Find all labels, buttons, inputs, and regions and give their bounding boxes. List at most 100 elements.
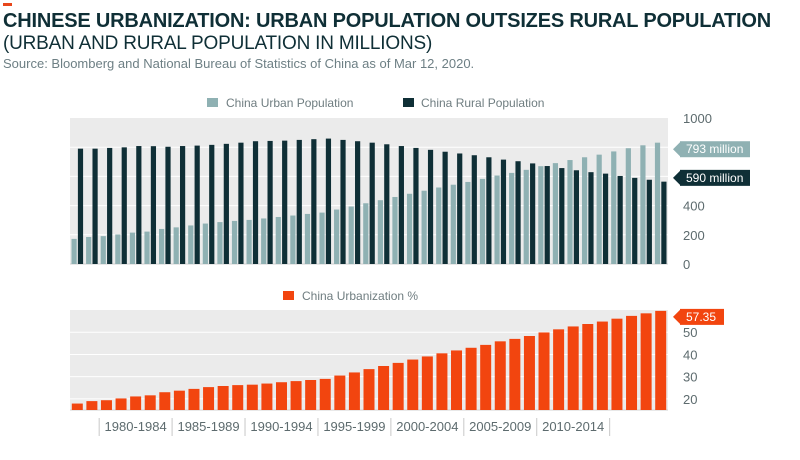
legend-label-rural: China Rural Population bbox=[421, 96, 544, 110]
urbanization-bar bbox=[275, 382, 287, 410]
legend-swatch-urban bbox=[207, 98, 218, 107]
rural-bar bbox=[457, 153, 463, 264]
urban-bar bbox=[625, 148, 631, 264]
urbanization-bar bbox=[378, 366, 390, 410]
urbanization-bar bbox=[611, 318, 623, 410]
source-note: Source: Bloomberg and National Bureau of… bbox=[3, 56, 475, 71]
chart-title: CHINESE URBANIZATION: URBAN POPULATION O… bbox=[3, 10, 771, 32]
urbanization-bar bbox=[640, 313, 652, 410]
urban-bar bbox=[377, 200, 383, 264]
rural-bar bbox=[369, 142, 375, 264]
rural-callout-pointer bbox=[673, 170, 680, 185]
x-axis-period-label: 1995-1999 bbox=[323, 419, 385, 434]
population-y-tick: 200 bbox=[683, 228, 705, 243]
urbanization-bar bbox=[319, 378, 331, 410]
urbanization-bar bbox=[261, 383, 273, 410]
rural-bar bbox=[179, 146, 186, 264]
urban-bar bbox=[640, 145, 646, 264]
urban-bar bbox=[202, 223, 208, 264]
urbanization-bar bbox=[86, 401, 98, 410]
urban-callout-label: 793 million bbox=[686, 142, 743, 156]
urban-bar bbox=[450, 184, 456, 264]
urban-bar bbox=[552, 163, 559, 264]
urbanization-bar bbox=[538, 332, 550, 410]
rural-bar bbox=[267, 140, 273, 264]
urbanization-bar bbox=[232, 385, 244, 410]
urbanization-bar bbox=[626, 315, 638, 410]
rural-bar bbox=[121, 147, 127, 264]
urban-bar bbox=[100, 236, 106, 264]
rural-bar bbox=[500, 159, 507, 264]
urbanization-bar bbox=[100, 400, 112, 410]
urbanization-callout-label: 57.35 bbox=[686, 310, 716, 324]
urbanization-bar bbox=[363, 369, 375, 410]
population-y-tick: 1000 bbox=[683, 111, 712, 126]
urban-bar bbox=[159, 228, 165, 264]
urbanization-bar bbox=[173, 390, 185, 410]
urbanization-bar bbox=[188, 388, 200, 410]
urban-callout-box bbox=[680, 141, 750, 158]
rural-bar bbox=[223, 143, 229, 264]
rural-bar bbox=[107, 147, 113, 264]
rural-bar bbox=[209, 144, 215, 264]
rural-bar bbox=[150, 146, 157, 264]
rural-bar bbox=[544, 166, 550, 264]
rural-bar bbox=[384, 144, 390, 264]
urban-bar bbox=[436, 187, 442, 264]
urbanization-bar bbox=[596, 321, 608, 410]
rural-bar bbox=[413, 147, 419, 264]
urbanization-bar bbox=[451, 350, 463, 410]
x-axis-period-label: 2000-2004 bbox=[396, 419, 458, 434]
urban-bar bbox=[304, 213, 311, 264]
rural-bar bbox=[136, 146, 142, 264]
legend-swatch-rural bbox=[403, 98, 414, 107]
urbanization-bar bbox=[334, 375, 346, 410]
rural-bar bbox=[573, 170, 579, 264]
urbanization-bar bbox=[290, 381, 302, 410]
urbanization-bar bbox=[217, 386, 229, 410]
urbanization-y-tick: 50 bbox=[683, 325, 697, 340]
x-axis-period-label: 2010-2014 bbox=[542, 419, 604, 434]
urban-bar bbox=[596, 154, 602, 264]
urban-bar bbox=[129, 232, 136, 264]
rural-bar bbox=[194, 145, 200, 264]
urban-bar bbox=[334, 209, 340, 264]
urban-bar bbox=[173, 227, 179, 264]
urbanization-bar bbox=[203, 387, 215, 410]
urbanization-bar bbox=[523, 336, 535, 410]
rural-bar bbox=[311, 139, 317, 264]
urban-bar bbox=[261, 218, 267, 264]
urbanization-bar bbox=[465, 347, 477, 410]
urbanization-bar bbox=[144, 395, 156, 410]
urbanization-bar bbox=[655, 310, 667, 410]
urbanization-bar bbox=[509, 338, 521, 410]
rural-bar bbox=[77, 148, 84, 264]
urbanization-bar bbox=[582, 324, 594, 410]
legend-label-urbanization: China Urbanization % bbox=[302, 289, 418, 303]
urbanization-bar bbox=[392, 362, 404, 410]
x-axis-period-label: 1980-1984 bbox=[105, 419, 167, 434]
chart-subtitle: (URBAN AND RURAL POPULATION IN MILLIONS) bbox=[3, 33, 433, 54]
urban-bar bbox=[654, 142, 661, 264]
urban-bar bbox=[567, 160, 573, 264]
urbanization-bar bbox=[421, 356, 433, 410]
rural-bar bbox=[165, 146, 171, 264]
rural-bar bbox=[661, 181, 667, 264]
urban-bar bbox=[86, 236, 92, 264]
urban-bar bbox=[421, 190, 427, 264]
urbanization-y-tick: 20 bbox=[683, 392, 697, 407]
urbanization-bar bbox=[71, 403, 83, 410]
rural-bar bbox=[355, 141, 361, 264]
urban-bar bbox=[290, 215, 296, 264]
rural-bar bbox=[92, 148, 98, 264]
urbanization-y-tick: 40 bbox=[683, 347, 697, 362]
urbanization-bar bbox=[305, 380, 317, 410]
urban-bar bbox=[465, 181, 471, 264]
rural-bar bbox=[238, 142, 244, 264]
rural-bar bbox=[325, 138, 332, 264]
urban-bar bbox=[144, 231, 150, 264]
accent-mark bbox=[3, 3, 12, 6]
rural-bar bbox=[340, 139, 346, 264]
urbanization-bar bbox=[159, 392, 171, 410]
